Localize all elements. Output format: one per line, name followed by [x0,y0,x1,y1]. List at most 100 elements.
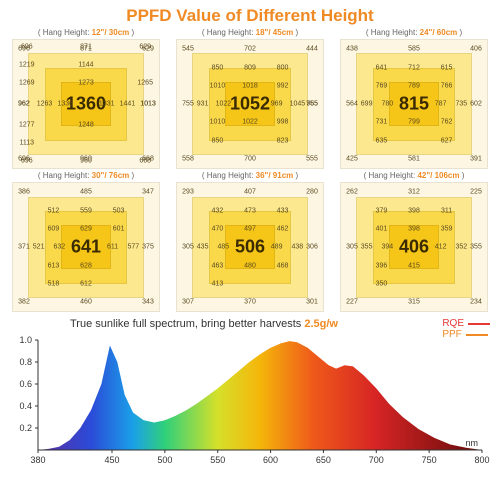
ppfd-panel: ( Hang Height: 18"/ 45cm ) 1052 545 702 444 5… [170,28,330,169]
ppfd-value: 735 [456,101,468,108]
ppfd-value: 1219 [19,62,35,69]
ppfd-value: 969 [271,101,283,108]
ppfd-value: 468 [277,262,289,269]
ppfd-value: 1277 [19,121,35,128]
ppfd-value: 444 [306,46,318,53]
ppfd-value: 787 [435,101,447,108]
ppfd-value: 992 [277,82,289,89]
ppfd-value: 470 [212,226,224,233]
ppfd-value: 497 [244,226,256,233]
ppfd-value: 696 [21,158,33,165]
ppfd-value: 280 [306,189,318,196]
ppfd-value: 415 [408,262,420,269]
ppfd-value: 1273 [78,80,94,87]
ppfd-value: 489 [271,244,283,251]
ppfd-value: 1113 [20,140,35,147]
ppfd-value: 398 [408,226,420,233]
ppfd-value: 564 [346,101,358,108]
ppfd-value: 627 [441,137,453,144]
ppfd-value: 629 [139,43,151,50]
ppfd-value: 1045 [290,101,306,108]
panel-title: ( Hang Height: 12"/ 30cm ) [6,28,166,37]
ppfd-value: 612 [80,280,92,287]
center-value: 815 [399,94,429,115]
ppfd-value: 1022 [216,101,232,108]
ppfd-value: 343 [142,299,154,306]
ppfd-value: 521 [33,244,45,251]
tagline-a: True sunlike full spectrum, bring better… [70,318,304,330]
ppfd-value: 438 [292,244,304,251]
ppfd-value: 1269 [19,80,35,87]
ppfd-value: 931 [197,101,209,108]
heatmap: 5062934072803073703013053064324734334704… [176,182,324,312]
ppfd-value: 1022 [242,119,258,126]
ppfd-value: 799 [408,119,420,126]
ppfd-value: 629 [80,226,92,233]
spectrum-tagline: True sunlike full spectrum, bring better… [70,318,338,330]
ppfd-value: 1144 [78,62,93,69]
ppfd-value: 262 [346,189,358,196]
x-axis-label: nm [465,438,478,448]
ppfd-value: 699 [361,101,373,108]
x-tick-label: 380 [30,455,45,465]
x-tick-label: 750 [422,455,437,465]
ppfd-panel: ( Hang Height: 24"/ 60cm )81543858540642… [334,28,494,169]
ppfd-value: 871 [80,43,92,50]
x-tick-label: 700 [369,455,384,465]
ppfd-value: 1263 [37,101,53,108]
ppfd-value: 702 [244,46,256,53]
ppfd-value: 473 [244,207,256,214]
panel-title: ( Hang Height: 24"/ 60cm ) [334,28,494,37]
ppfd-value: 301 [306,299,318,306]
ppfd-panel: ( Hang Height: 42"/ 106cm )4062623122252… [334,171,494,312]
ppfd-value: 700 [244,156,256,163]
page-title: PPFD Value of Different Height [0,0,500,28]
ppfd-value: 628 [80,262,92,269]
ppfd-value: 800 [277,64,289,71]
ppfd-value: 462 [277,226,289,233]
ppfd-value: 613 [48,262,60,269]
ppfd-value: 555 [306,156,318,163]
ppfd-value: 394 [382,244,394,251]
ppfd-value: 413 [212,280,224,287]
heatmap: 1360696871629696960668962101369687162912… [12,39,160,169]
heatmap: 1052545702444558700555755755850809800101… [176,39,324,169]
y-tick-label: 1.0 [19,335,32,345]
ppfd-value: 503 [113,207,125,214]
x-tick-label: 600 [263,455,278,465]
ppfd-value: 396 [376,262,388,269]
x-tick-label: 650 [316,455,331,465]
ppfd-panel: ( Hang Height: 12"/ 30cm )13606968716296… [6,28,166,169]
ppfd-value: 965 [306,101,318,108]
panel-title: ( Hang Height: 18"/ 45cm ) [170,28,330,37]
ppfd-value: 545 [182,46,194,53]
center-value: 1052 [230,94,270,115]
spectrum-legend: RQEPPF [442,318,490,340]
ppfd-value: 585 [408,46,420,53]
ppfd-value: 611 [107,244,118,251]
ppfd-value: 401 [376,226,388,233]
center-value: 641 [71,237,101,258]
heatmap: 8154385854064255813915646026417126157697… [340,39,488,169]
ppfd-value: 350 [376,280,388,287]
heatmap: 4062623122252273152343053553793983114013… [340,182,488,312]
ppfd-value: 602 [470,101,482,108]
center-value: 406 [399,237,429,258]
ppfd-value: 850 [212,137,224,144]
ppfd-value: 512 [48,207,60,214]
ppfd-value: 305 [182,244,194,251]
ppfd-value: 518 [48,280,60,287]
ppfd-value: 577 [128,244,140,251]
ppfd-value: 293 [182,189,194,196]
ppfd-value: 425 [346,156,358,163]
ppfd-value: 225 [470,189,482,196]
ppfd-value: 712 [408,64,420,71]
ppfd-value: 998 [277,119,289,126]
ppfd-value: 809 [244,64,256,71]
ppfd-value: 755 [182,101,194,108]
ppfd-value: 432 [212,207,224,214]
ppfd-value: 391 [470,156,482,163]
ppfd-value: 789 [408,82,420,89]
ppfd-value: 315 [408,299,420,306]
ppfd-value: 355 [361,244,373,251]
